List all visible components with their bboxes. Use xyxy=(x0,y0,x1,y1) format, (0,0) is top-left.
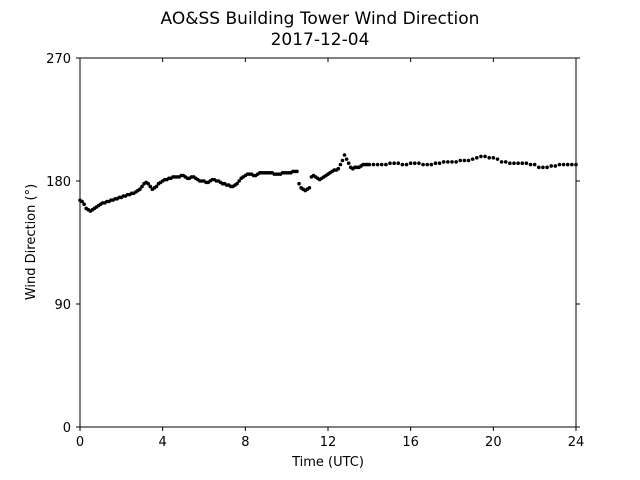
data-point xyxy=(557,162,562,167)
data-point xyxy=(570,162,574,167)
data-point xyxy=(549,164,553,168)
data-point xyxy=(82,202,86,207)
data-point xyxy=(441,160,446,164)
data-point xyxy=(487,155,492,160)
x-tick-label: 24 xyxy=(568,435,585,450)
data-point xyxy=(295,169,299,174)
data-point xyxy=(433,161,438,166)
y-axis-ticks: 0 90 180 270 xyxy=(46,52,580,436)
data-point xyxy=(154,184,159,189)
x-axis-ticks: 0 4 8 12 16 20 24 xyxy=(76,58,584,450)
x-axis-label: Time (UTC) xyxy=(291,455,364,470)
data-point xyxy=(495,157,500,161)
data-point xyxy=(545,165,549,170)
data-point xyxy=(297,181,301,186)
data-point xyxy=(235,181,239,186)
data-point xyxy=(479,154,483,159)
data-point xyxy=(516,161,520,166)
x-tick-label: 4 xyxy=(159,435,167,450)
data-point xyxy=(400,162,405,167)
data-point xyxy=(336,166,341,171)
data-point xyxy=(429,162,434,167)
x-tick-label: 12 xyxy=(320,435,337,450)
data-point xyxy=(371,162,376,167)
data-point xyxy=(346,161,351,166)
plot-area xyxy=(80,58,576,427)
data-point xyxy=(491,155,496,160)
data-point xyxy=(541,165,545,170)
data-point xyxy=(417,161,421,166)
data-point xyxy=(80,199,84,204)
data-point xyxy=(392,161,396,166)
data-point xyxy=(499,160,504,164)
data-point xyxy=(508,161,512,166)
data-point xyxy=(146,181,150,186)
data-point xyxy=(470,157,475,161)
data-point xyxy=(344,157,349,161)
data-point xyxy=(512,161,516,166)
data-point xyxy=(237,179,241,183)
data-point xyxy=(421,162,425,167)
data-point xyxy=(413,161,417,166)
y-tick-label: 180 xyxy=(46,175,71,190)
data-points xyxy=(78,153,578,213)
y-tick-label: 90 xyxy=(54,298,71,313)
x-tick-label: 20 xyxy=(485,435,502,450)
data-point xyxy=(458,158,463,163)
data-point xyxy=(338,162,343,167)
data-point xyxy=(483,154,487,159)
data-point xyxy=(466,158,471,163)
data-point xyxy=(388,161,392,166)
data-point xyxy=(138,187,142,191)
data-point xyxy=(532,162,537,167)
data-point xyxy=(565,162,570,167)
data-point xyxy=(408,161,413,166)
y-axis-label: Wind Direction (°) xyxy=(24,184,39,300)
data-point xyxy=(503,160,508,164)
data-point xyxy=(140,184,144,189)
data-point xyxy=(561,162,566,167)
data-point xyxy=(396,161,401,166)
x-tick-label: 8 xyxy=(241,435,249,450)
x-tick-label: 16 xyxy=(402,435,419,450)
data-point xyxy=(537,165,541,170)
data-point xyxy=(340,158,345,163)
plot-frame xyxy=(79,57,577,428)
data-point xyxy=(148,184,153,189)
data-point xyxy=(553,164,558,168)
data-point xyxy=(475,155,479,160)
data-point xyxy=(375,162,380,167)
data-point xyxy=(450,160,454,164)
data-point xyxy=(342,153,347,157)
chart-title: AO&SS Building Tower Wind Direction xyxy=(161,9,480,29)
data-point xyxy=(425,162,430,167)
chart-subtitle: 2017-12-04 xyxy=(271,30,370,50)
data-point xyxy=(437,161,442,166)
data-point xyxy=(528,162,533,167)
data-point xyxy=(307,186,312,190)
data-point xyxy=(367,162,372,167)
x-tick-label: 0 xyxy=(76,435,84,450)
data-point xyxy=(379,162,384,167)
data-point xyxy=(520,161,525,166)
data-point xyxy=(462,158,467,163)
data-point xyxy=(404,162,409,167)
y-tick-label: 0 xyxy=(63,421,71,436)
data-point xyxy=(384,162,388,167)
data-point xyxy=(446,160,450,164)
y-tick-label: 270 xyxy=(46,52,71,67)
data-point xyxy=(454,160,458,164)
data-point xyxy=(524,161,529,166)
